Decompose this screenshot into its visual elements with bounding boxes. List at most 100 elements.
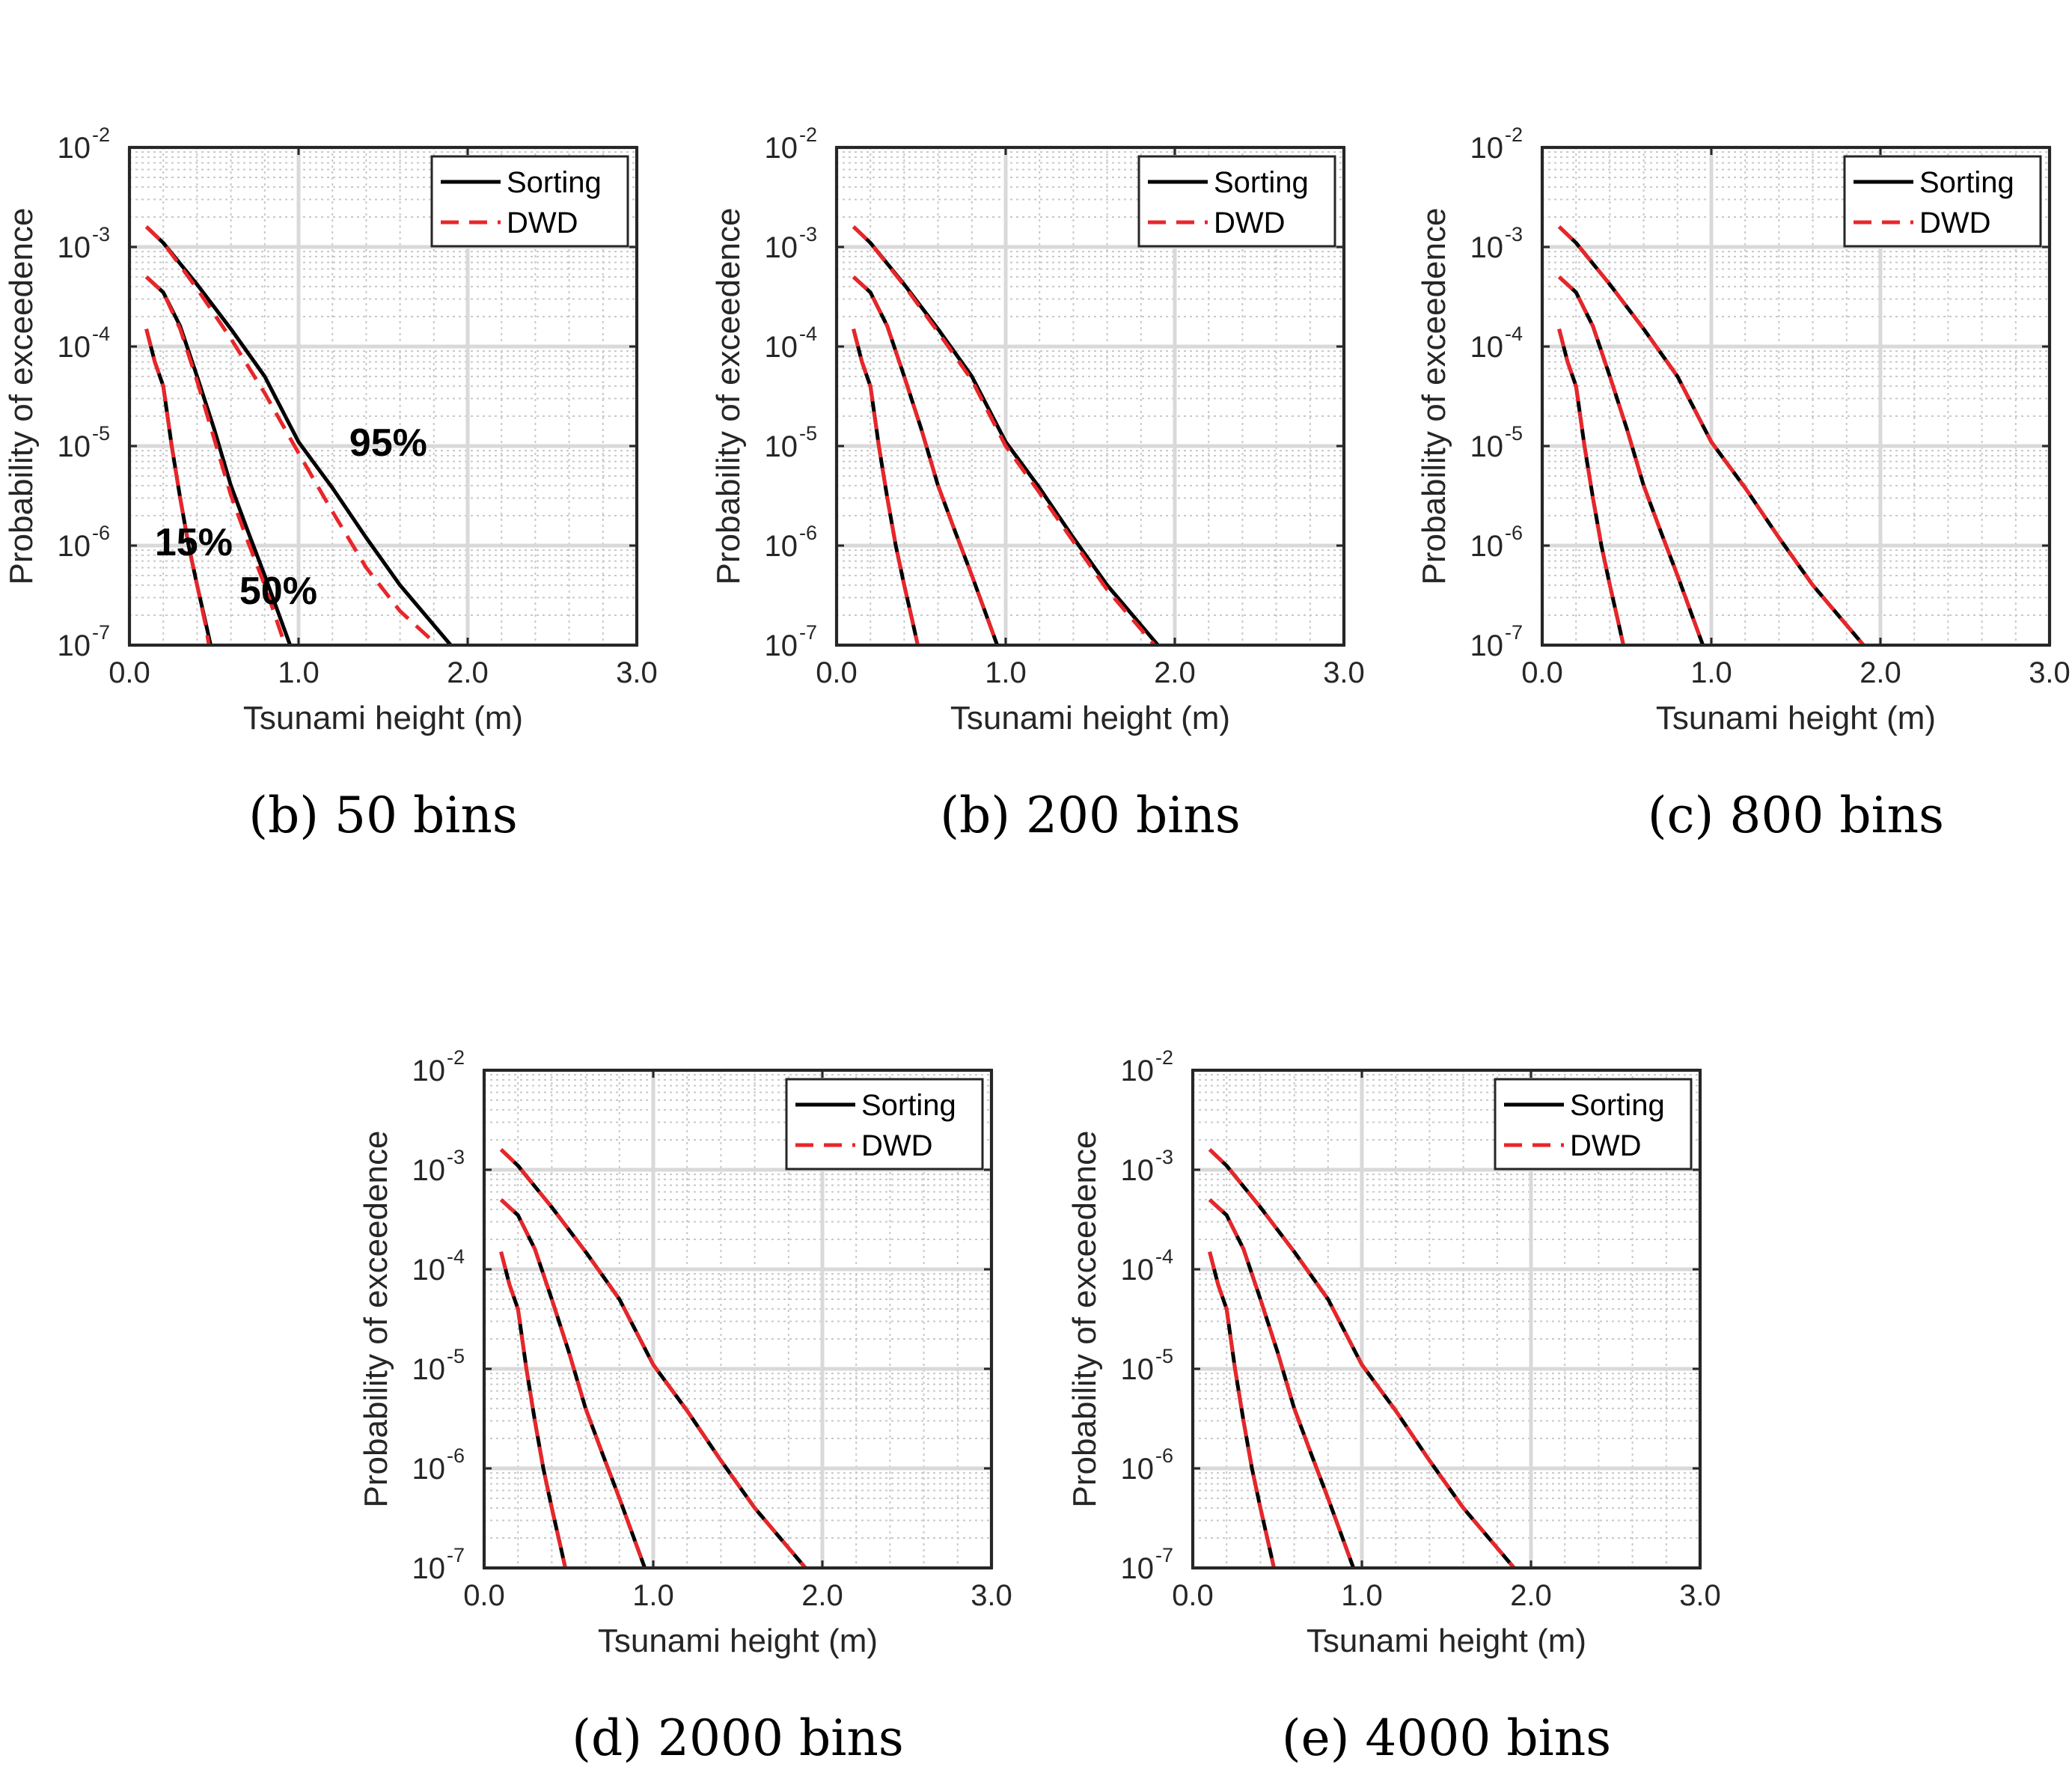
series-line-dwd-15pct — [1557, 328, 1625, 646]
y-tick-label-base: 10 — [1121, 1154, 1155, 1187]
y-tick-label-base: 10 — [412, 1154, 446, 1187]
chart-panel-1: 10-710-610-510-410-310 -20.0 1.0 2.0 3.0Tsun… — [3, 123, 658, 844]
y-tick-label-exponent: -6 — [92, 522, 110, 544]
y-tick-label: 10 -3 — [1470, 223, 1524, 264]
x-axis-label: Tsunami height (m) — [1307, 1623, 1586, 1659]
y-tick-label: 10 -7 — [1470, 621, 1524, 662]
y-axis-label: Probability of exceedence — [710, 208, 747, 585]
y-tick-label-exponent: -6 — [799, 522, 817, 544]
y-tick-label-exponent: -5 — [799, 422, 817, 445]
y-tick-label-base: 10 — [412, 1353, 446, 1386]
legend-box — [1137, 155, 1336, 248]
y-tick-label-exponent: -7 — [1505, 621, 1523, 644]
x-tick-label: 1.0 — [985, 656, 1027, 689]
y-tick-label-exponent: -3 — [447, 1146, 465, 1168]
series-group — [1557, 225, 1865, 647]
x-tick-label: 1.0 — [632, 1579, 674, 1612]
y-tick-label: 10 -3 — [765, 223, 818, 264]
y-tick-label-exponent: -4 — [447, 1245, 465, 1268]
y-tick-label-base: 10 — [765, 530, 798, 563]
y-tick-label-base: 10 — [58, 331, 91, 364]
legend-label-dwd: DWD — [507, 207, 578, 239]
chart-panel-4: 10-710-610-510-410-310 -20.0 1.0 2.0 3.0Tsun… — [358, 1046, 1012, 1767]
legend-label-dwd: DWD — [1214, 207, 1286, 239]
axes-frame — [1191, 1069, 1702, 1569]
y-tick-label: 10 -2 — [1470, 123, 1524, 165]
legend-box — [1843, 155, 2042, 248]
y-tick-label-base: 10 — [412, 1254, 446, 1287]
series-group — [1208, 1148, 1516, 1569]
y-tick-label: 10 -2 — [1121, 1046, 1174, 1087]
y-tick-label-base: 10 — [412, 1453, 446, 1486]
y-tick-label-base: 10 — [58, 430, 91, 463]
x-tick-label: 2.0 — [447, 656, 489, 689]
y-tick-label-exponent: -5 — [92, 422, 110, 445]
chart-panel-3: 10-710-610-510-410-310 -20.0 1.0 2.0 3.0Tsun… — [1416, 123, 2071, 844]
panel-caption: (e) 4000 bins — [1282, 1709, 1611, 1767]
y-tick-label: 10 -5 — [1121, 1345, 1174, 1386]
y-tick-label: 10 -7 — [765, 621, 818, 662]
series-line-dwd-50pct — [1557, 275, 1705, 646]
x-tick-label: 2.0 — [1154, 656, 1196, 689]
y-tick-label-base: 10 — [58, 530, 91, 563]
y-tick-label: 10 -2 — [412, 1046, 465, 1087]
axes-frame — [835, 146, 1345, 647]
panel-caption: (d) 2000 bins — [572, 1709, 903, 1767]
y-axis-label: Probability of exceedence — [358, 1131, 394, 1508]
y-tick-label: 10 -3 — [412, 1146, 465, 1187]
y-tick-label: 10 -6 — [765, 522, 818, 563]
y-tick-label-base: 10 — [1470, 430, 1504, 463]
y-tick-label-base: 10 — [1470, 132, 1504, 165]
series-line-dwd-95pct — [1208, 1148, 1516, 1569]
y-tick-label-exponent: -7 — [92, 621, 110, 644]
series-line-dwd-95pct — [1557, 225, 1865, 647]
series-line-dwd-15pct — [1208, 1251, 1276, 1569]
series-line-dwd-95pct — [144, 225, 438, 647]
y-tick-label-exponent: -6 — [1505, 522, 1523, 544]
y-tick-label-base: 10 — [765, 629, 798, 662]
y-tick-label-exponent: -5 — [447, 1345, 465, 1367]
series-line-dwd-50pct — [144, 275, 287, 646]
y-tick-label-base: 10 — [1121, 1055, 1155, 1087]
series-group — [144, 225, 453, 647]
legend-label-dwd: DWD — [861, 1129, 933, 1162]
series-line-dwd-95pct — [852, 225, 1156, 647]
y-tick-label-exponent: -4 — [1505, 323, 1523, 345]
series-group — [499, 1148, 807, 1569]
y-tick-label-base: 10 — [1121, 1453, 1155, 1486]
y-axis-label: Probability of exceedence — [1416, 208, 1452, 585]
x-tick-label: 1.0 — [1341, 1579, 1383, 1612]
y-tick-label: 10 -6 — [412, 1444, 465, 1486]
panel-caption: (b) 200 bins — [940, 787, 1240, 844]
y-tick-label-base: 10 — [58, 132, 91, 165]
legend-label-sorting: Sorting — [1570, 1089, 1665, 1122]
y-tick-label-base: 10 — [58, 231, 91, 264]
y-tick-label-exponent: -6 — [447, 1444, 465, 1467]
y-tick-label-exponent: -2 — [799, 123, 817, 146]
y-tick-label-base: 10 — [1470, 331, 1504, 364]
x-axis-label: Tsunami height (m) — [950, 700, 1230, 736]
x-tick-label: 3.0 — [1679, 1579, 1721, 1612]
y-tick-label-base: 10 — [412, 1055, 446, 1087]
x-axis-label: Tsunami height (m) — [243, 700, 523, 736]
legend: Sorting DWD — [1494, 1078, 1693, 1171]
series-line-dwd-15pct — [144, 328, 211, 646]
y-tick-label-base: 10 — [1121, 1254, 1155, 1287]
y-tick-label-exponent: -7 — [1155, 1544, 1173, 1566]
y-tick-label: 10 -2 — [58, 123, 111, 165]
legend-label-sorting: Sorting — [1919, 166, 2014, 199]
y-tick-label-exponent: -3 — [1155, 1146, 1173, 1168]
y-tick-label-exponent: -2 — [447, 1046, 465, 1069]
series-group — [852, 225, 1160, 647]
minor-grid — [129, 147, 637, 645]
y-tick-label-base: 10 — [765, 430, 798, 463]
y-tick-label: 10 -6 — [1121, 1444, 1174, 1486]
x-tick-label: 0.0 — [1521, 656, 1563, 689]
y-axis-label: Probability of exceedence — [1066, 1131, 1103, 1508]
x-tick-label: 0.0 — [816, 656, 858, 689]
x-tick-label: 3.0 — [2029, 656, 2071, 689]
y-tick-label: 10 -2 — [765, 123, 818, 165]
x-axis-label: Tsunami height (m) — [1656, 700, 1936, 736]
y-tick-label-base: 10 — [412, 1552, 446, 1585]
